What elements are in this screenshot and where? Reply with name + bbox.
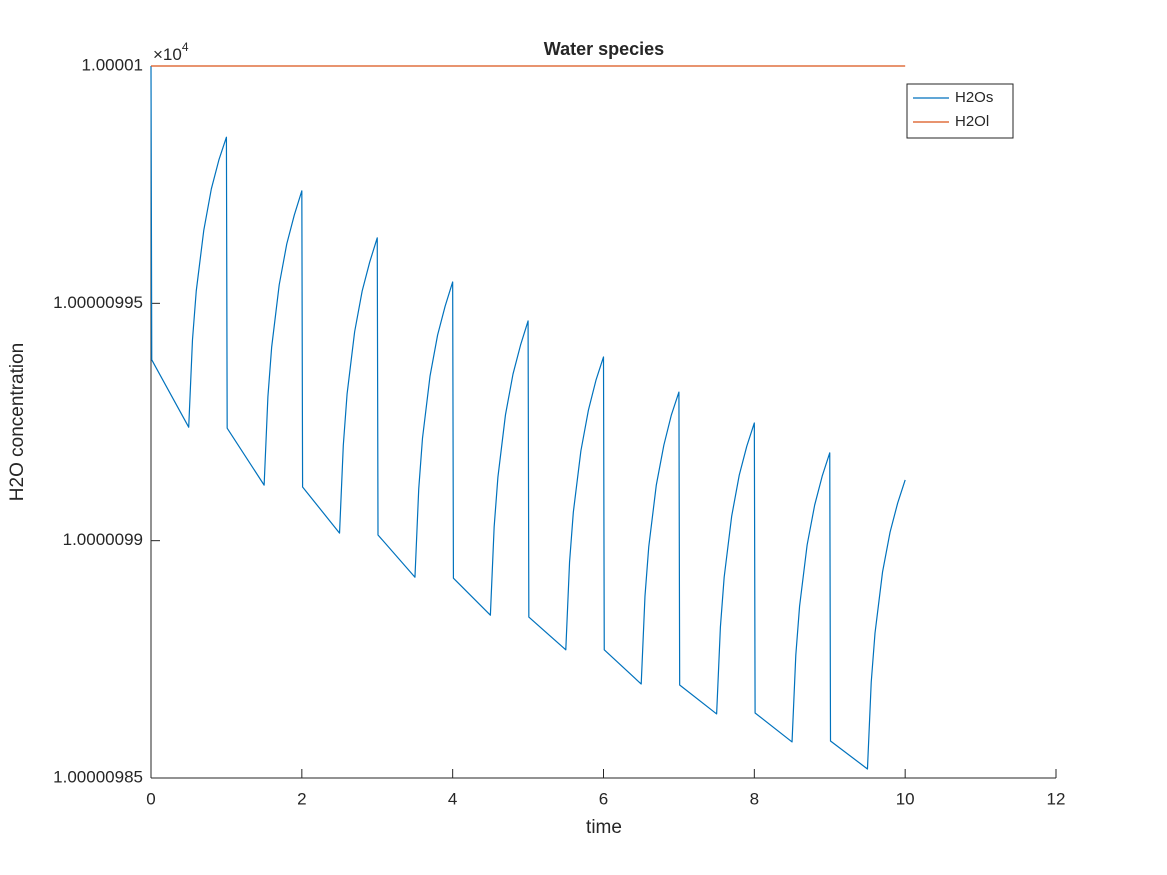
x-tick-label: 6 (599, 789, 608, 808)
y-tick-label: 1.00001 (82, 55, 143, 74)
y-tick-label: 1.00000995 (53, 293, 143, 312)
y-multiplier: ×104 (153, 40, 189, 64)
y-axis-label: H2O concentration (7, 343, 28, 501)
x-tick-label: 12 (1047, 789, 1066, 808)
x-tick-label: 2 (297, 789, 306, 808)
chart-title: Water species (544, 39, 664, 59)
y-tick-label: 1.00000985 (53, 767, 143, 786)
legend: H2Os H2Ol (906, 83, 1014, 139)
x-tick-label: 10 (896, 789, 915, 808)
x-axis-label: time (586, 817, 622, 838)
line-series (150, 65, 906, 770)
y-tick-label: 1.0000099 (63, 530, 143, 549)
legend-box (906, 83, 1014, 139)
legend-label: H2Os (955, 89, 993, 106)
x-tick-label: 4 (448, 789, 457, 808)
x-tick-label: 0 (146, 789, 155, 808)
y-multiplier-base: ×10 (153, 45, 182, 64)
y-multiplier-exponent: 4 (182, 40, 189, 54)
x-tick-label: 8 (750, 789, 759, 808)
legend-label: H2Ol (955, 113, 989, 130)
